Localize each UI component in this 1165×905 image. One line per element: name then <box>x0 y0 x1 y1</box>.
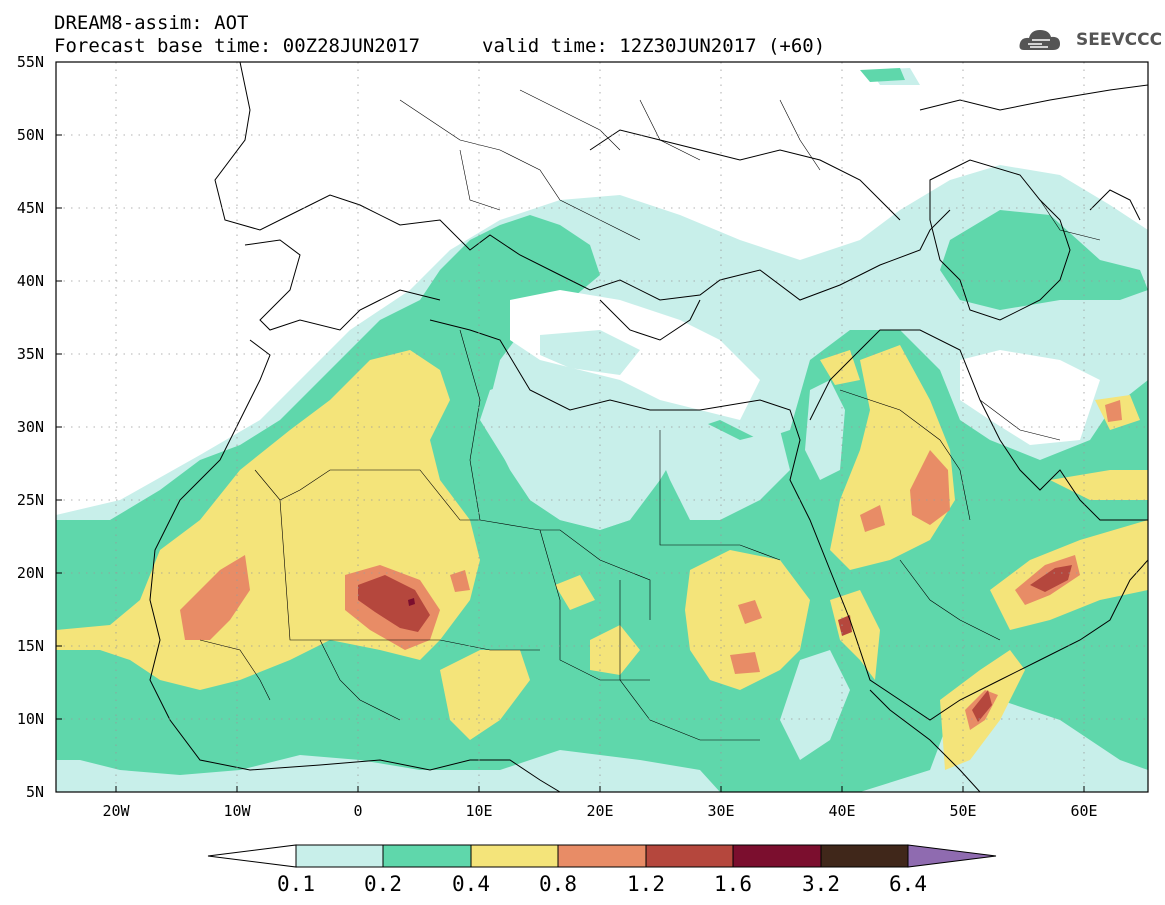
lat-label: 10N <box>16 710 44 728</box>
colorbar-open-high <box>907 844 997 868</box>
lat-lon-grid <box>56 62 1148 792</box>
logo-text: SEEVCCC <box>1076 30 1163 50</box>
cloud-logo-icon <box>1019 30 1060 50</box>
coastlines <box>149 62 1148 792</box>
colorbar-bin-1.6 <box>732 844 822 868</box>
lon-label: 10E <box>465 802 493 820</box>
lat-label: 55N <box>16 53 44 71</box>
lon-label: 40E <box>828 802 856 820</box>
colorbar-bin-0.1 <box>295 844 384 868</box>
lat-label: 30N <box>16 418 44 436</box>
colorbar <box>207 844 997 868</box>
lon-label: 10W <box>223 802 251 820</box>
colorbar-label: 0.2 <box>364 872 402 896</box>
title-product: DREAM8-assim: AOT <box>54 12 249 34</box>
lon-label: 0 <box>353 802 363 820</box>
lat-label: 25N <box>16 491 44 509</box>
colorbar-label: 6.4 <box>889 872 927 896</box>
colorbar-bin-0.2 <box>382 844 472 868</box>
aot-contour-1.2 <box>358 575 430 632</box>
aot-field <box>56 62 1148 792</box>
aot-contour-0.8 <box>180 555 250 640</box>
colorbar-bin-0.8 <box>557 844 647 868</box>
colorbar-label: 0.4 <box>452 872 490 896</box>
colorbar-label: 1.2 <box>627 872 665 896</box>
lat-label: 50N <box>16 126 44 144</box>
lat-label: 45N <box>16 199 44 217</box>
lat-label: 20N <box>16 564 44 582</box>
colorbar-label: 1.6 <box>714 872 752 896</box>
title-base-time: Forecast base time: 00Z28JUN2017 <box>54 35 421 57</box>
lat-label: 5N <box>25 783 44 801</box>
colorbar-bin-1.2 <box>645 844 734 868</box>
lon-label: 20E <box>586 802 614 820</box>
lat-label: 35N <box>16 345 44 363</box>
lon-label: 60E <box>1070 802 1098 820</box>
country-borders <box>199 89 1101 741</box>
lon-label: 20W <box>102 802 130 820</box>
colorbar-label: 0.8 <box>539 872 577 896</box>
lon-label: 50E <box>949 802 977 820</box>
lat-label: 40N <box>16 272 44 290</box>
colorbar-bin-0.4 <box>470 844 559 868</box>
lon-label: 30E <box>707 802 735 820</box>
colorbar-label: 3.2 <box>802 872 840 896</box>
title-valid-time: valid time: 12Z30JUN2017 (+60) <box>482 35 826 57</box>
colorbar-bin-3.2 <box>820 844 909 868</box>
lat-label: 15N <box>16 637 44 655</box>
colorbar-label: 0.1 <box>277 872 315 896</box>
axis-ticks <box>56 61 1085 792</box>
colorbar-open-low <box>207 844 297 868</box>
